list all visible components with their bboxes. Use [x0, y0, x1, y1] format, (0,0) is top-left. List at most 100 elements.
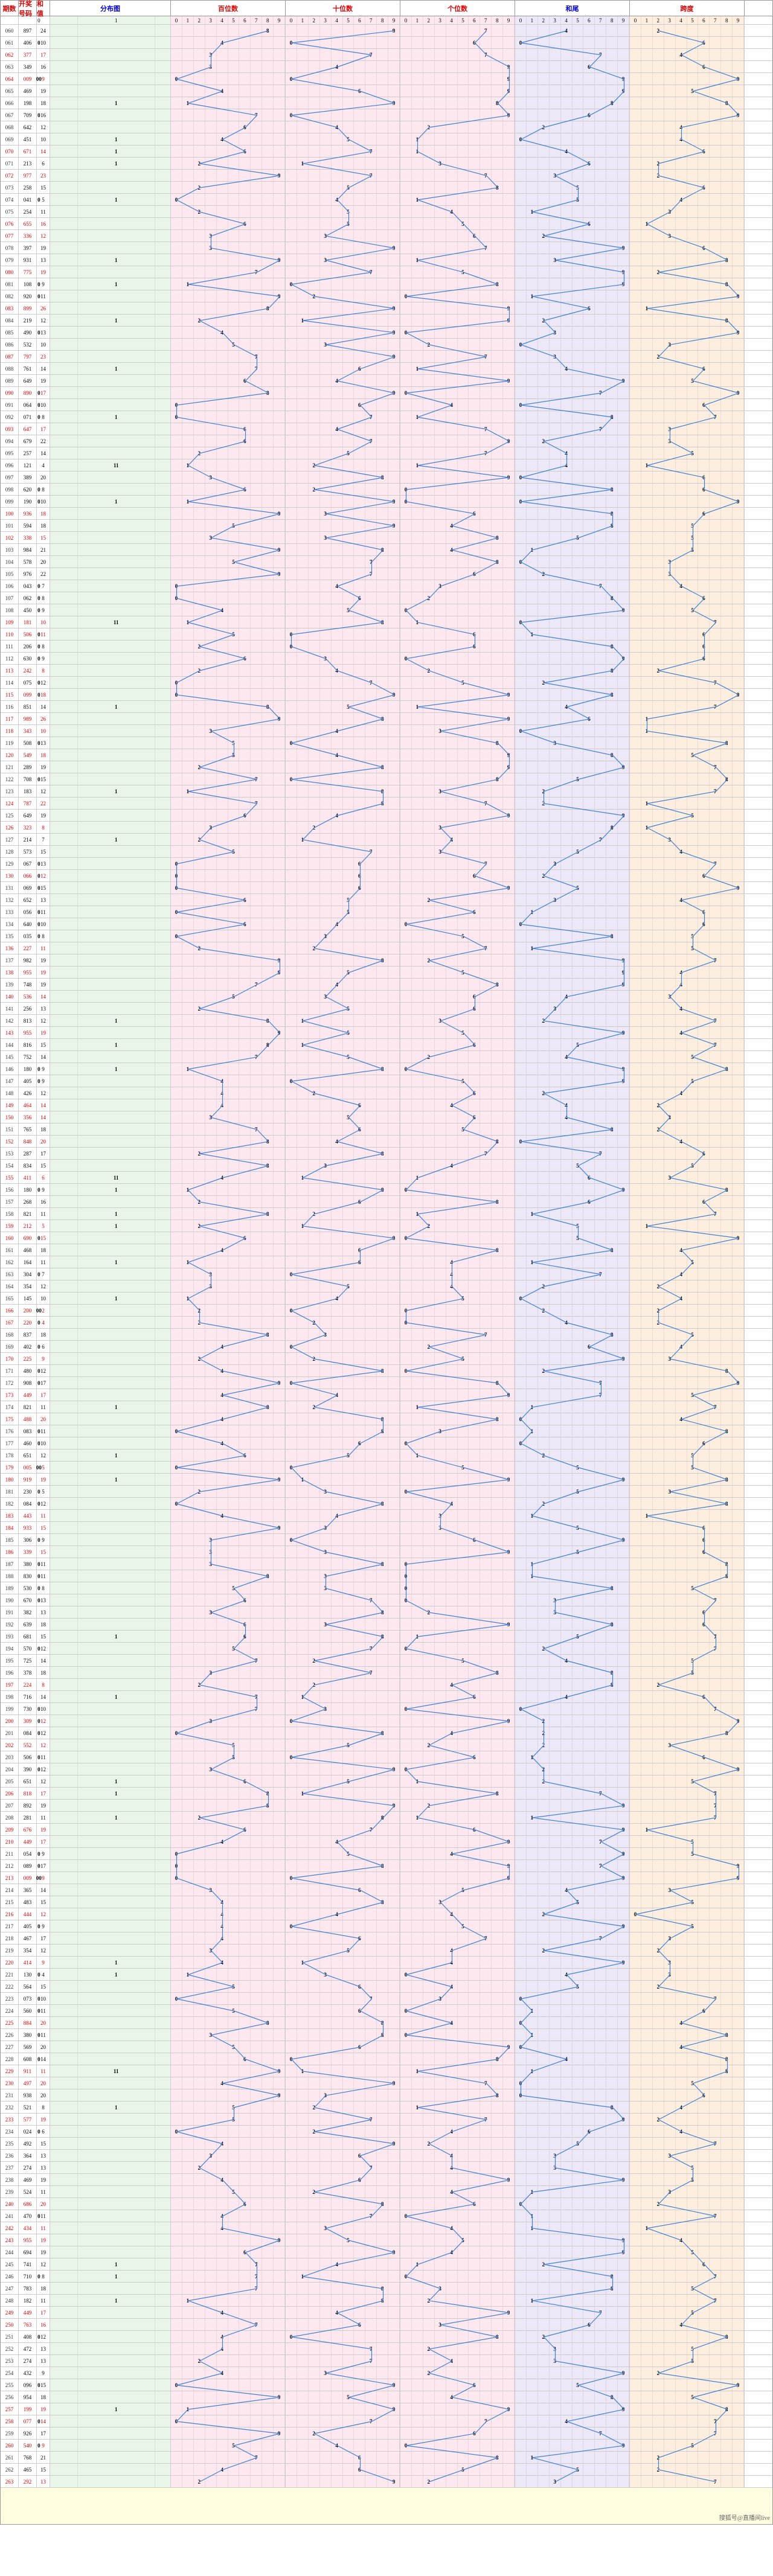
data-row: 2286081406860848: [1, 2053, 772, 2065]
data-row: 2424341134443411: [1, 2222, 772, 2234]
data-row: 074041501404154: [1, 194, 772, 206]
data-row: 081108901810898: [1, 278, 772, 290]
data-row: 1397481947874894: [1, 979, 772, 991]
data-row: 2477831837878385: [1, 2283, 772, 2295]
data-row: 1572681626826866: [1, 1196, 772, 1208]
data-row: 1231831213818327: [1, 785, 772, 797]
data-row: 1643541234535422: [1, 1280, 772, 1293]
data-row: 0677091607970969: [1, 109, 772, 121]
data-row: 1428131213881327: [1, 1015, 772, 1027]
data-row: 2078921928989297: [1, 1800, 772, 1812]
data-row: 098620802662086: [1, 484, 772, 496]
data-row: 1105061105650616: [1, 628, 772, 641]
data-row: 0908901708989079: [1, 387, 772, 399]
data-row: 2275692056956904: [1, 2041, 772, 2053]
data-row: 1957251425772545: [1, 1655, 772, 1667]
data-row: 1548341534883455: [1, 1160, 772, 1172]
data-row: 2532741324727435: [1, 2355, 772, 2367]
data-row: 1614681846846884: [1, 1244, 772, 1256]
data-row: 169402602440264: [1, 1341, 772, 1353]
data-row: 2056511215665125: [1, 1775, 772, 1788]
data-row: 0799311313993138: [1, 254, 772, 266]
data-row: 0694511014545104: [1, 133, 772, 145]
data-row: 1809191919991998: [1, 1474, 772, 1486]
data-row: 1906701306767037: [1, 1594, 772, 1606]
data-row: 2372741324727435: [1, 2162, 772, 2174]
data-row: 1091811011818107: [1, 616, 772, 628]
data-row: 1754882048848804: [1, 1413, 772, 1425]
col-tail: 和尾: [515, 1, 630, 16]
data-row: 2569541845995485: [1, 2391, 772, 2403]
data-row: 1849331533993356: [1, 1522, 772, 1534]
data-row: 1748211112882117: [1, 1401, 772, 1413]
data-row: 1059762267997623: [1, 568, 772, 580]
data-row: 2457411214774126: [1, 2258, 772, 2271]
data-row: 0686421224664224: [1, 121, 772, 133]
data-row: 1023381533833855: [1, 532, 772, 544]
data-row: 0752541124525413: [1, 206, 772, 218]
data-row: 1729081708990879: [1, 1377, 772, 1389]
data-row: 189530803553085: [1, 1582, 772, 1594]
data-row: 2299111111991118: [1, 2065, 772, 2077]
data-row: 2104491744944975: [1, 1836, 772, 1848]
data-row: 0910641004606406: [1, 399, 772, 411]
data-row: 1774601004646006: [1, 1437, 772, 1449]
data-row: 2245601105656016: [1, 2005, 772, 2017]
data-row: 2384691946946995: [1, 2174, 772, 2186]
data-row: 1621641114616415: [1, 1256, 772, 1268]
data-row: 0952571425725745: [1, 447, 772, 459]
data-row: 232521812552184: [1, 2101, 772, 2114]
data-row: 0807751957777592: [1, 266, 772, 278]
data-row: 127214712421473: [1, 834, 772, 846]
data-row: 071213612321362: [1, 158, 772, 170]
data-row: 0732581525825856: [1, 182, 772, 194]
data-row: 2154831534848355: [1, 1896, 772, 1908]
data-row: 2003091203930929: [1, 1715, 772, 1727]
data-row: 111206802620686: [1, 641, 772, 653]
data-row: 246710801771087: [1, 2271, 772, 2283]
data-row: 0887611416776146: [1, 363, 772, 375]
data-row: 1346401004664006: [1, 918, 772, 930]
data-row: 0608972478989742: [1, 25, 772, 37]
data-row: 211054904505495: [1, 1848, 772, 1860]
data-row: 2624651545646552: [1, 2464, 772, 2476]
data-row: 0877972377979732: [1, 351, 772, 363]
data-row: 2507631636776364: [1, 2319, 772, 2331]
data-row: 2406862066868602: [1, 2198, 772, 2210]
data-row: 1936811516868157: [1, 1631, 772, 1643]
data-row: 2617682167876812: [1, 2452, 772, 2464]
data-row: 2335771957757792: [1, 2114, 772, 2126]
data-row: 1247872277878721: [1, 797, 772, 810]
data-row: 135035803503585: [1, 930, 772, 942]
data-row: 1760831103808318: [1, 1425, 772, 1437]
data-row: 1651451014514504: [1, 1293, 772, 1305]
data-row: 2304972047949705: [1, 2077, 772, 2089]
data-row: 106043703404374: [1, 580, 772, 592]
data-row: 2164441244444420: [1, 1908, 772, 1920]
data-row: 1734491744944975: [1, 1389, 772, 1401]
data-row: 1039842148998415: [1, 544, 772, 556]
data-row: 1528482048884804: [1, 1136, 772, 1148]
data-row: 1412561325625634: [1, 1003, 772, 1015]
data-row: 0614061004640606: [1, 37, 772, 49]
data-row: 1009361836993686: [1, 508, 772, 520]
data-row: 179005500500555: [1, 1462, 772, 1474]
data-row: 234024602402464: [1, 2126, 772, 2138]
data-row: 0729772377997732: [1, 170, 772, 182]
data-row: 1888301103883018: [1, 1570, 772, 1582]
data-row: 1873801103838018: [1, 1558, 772, 1570]
data-row: 1484261224642624: [1, 1087, 772, 1099]
data-row: 2258842048888404: [1, 2017, 772, 2029]
data-row: 2035061105650616: [1, 1751, 772, 1763]
data-row: 0633491634934966: [1, 61, 772, 73]
data-row: 1439551955995594: [1, 1027, 772, 1039]
data-row: 2395241124552413: [1, 2186, 772, 2198]
footer: 搜狐号@直播间live: [1, 2488, 772, 2524]
data-row: 1290671306706737: [1, 858, 772, 870]
watermark: 搜狐号@直播间live: [719, 2513, 770, 2522]
data-row: 1714801204848028: [1, 1365, 772, 1377]
data-row: 1389551955995594: [1, 967, 772, 979]
data-row: 2414701104747017: [1, 2210, 772, 2222]
data-row: 112630903663096: [1, 653, 772, 665]
data-row: 1448161516881657: [1, 1039, 772, 1051]
